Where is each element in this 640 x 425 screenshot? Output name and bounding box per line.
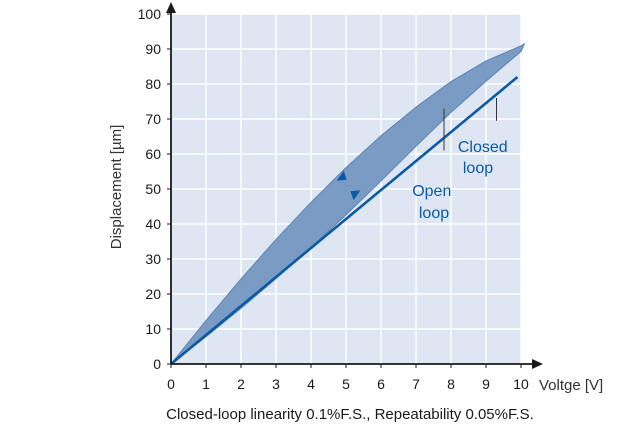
x-tick-label: 6 — [377, 376, 385, 392]
y-tick-label: 100 — [138, 6, 162, 22]
x-tick-label: 4 — [307, 376, 315, 392]
arrow-up-icon — [336, 170, 347, 181]
x-tick-label: 8 — [447, 376, 455, 392]
y-tick-label: 90 — [145, 41, 161, 57]
x-axis-title: Voltge [V] — [539, 377, 603, 394]
y-tick-label: 0 — [153, 356, 161, 372]
x-tick-label: 7 — [412, 376, 420, 392]
x-tick-label: 1 — [202, 376, 210, 392]
x-tick-label: 3 — [272, 376, 280, 392]
arrow-down-icon — [350, 190, 361, 201]
x-tick-label: 0 — [167, 376, 175, 392]
closed-loop-label: Closed loop — [458, 139, 512, 177]
axes — [166, 2, 543, 369]
direction-arrows — [336, 170, 361, 201]
y-tick-label: 80 — [145, 76, 161, 92]
y-tick-label: 70 — [145, 111, 161, 127]
chart-caption: Closed-loop linearity 0.1%F.S., Repeatab… — [166, 406, 534, 423]
y-axis-arrow-icon — [166, 2, 176, 13]
y-axis-title: Displacement [µm] — [108, 125, 125, 250]
annotation-pointers — [443, 98, 497, 151]
y-tick-label: 60 — [145, 146, 161, 162]
x-tick-label: 2 — [237, 376, 245, 392]
y-tick-label: 40 — [145, 216, 161, 232]
y-tick-label: 50 — [145, 181, 161, 197]
y-tick-label: 30 — [145, 251, 161, 267]
x-tick-label: 5 — [342, 376, 350, 392]
y-tick-label: 10 — [145, 321, 161, 337]
open-loop-label: Open loop — [412, 183, 456, 222]
x-tick-label: 10 — [513, 376, 529, 392]
y-tick-label: 20 — [145, 286, 161, 302]
x-tick-label: 9 — [482, 376, 490, 392]
x-axis-arrow-icon — [532, 359, 543, 369]
closed-loop-line — [170, 75, 519, 366]
